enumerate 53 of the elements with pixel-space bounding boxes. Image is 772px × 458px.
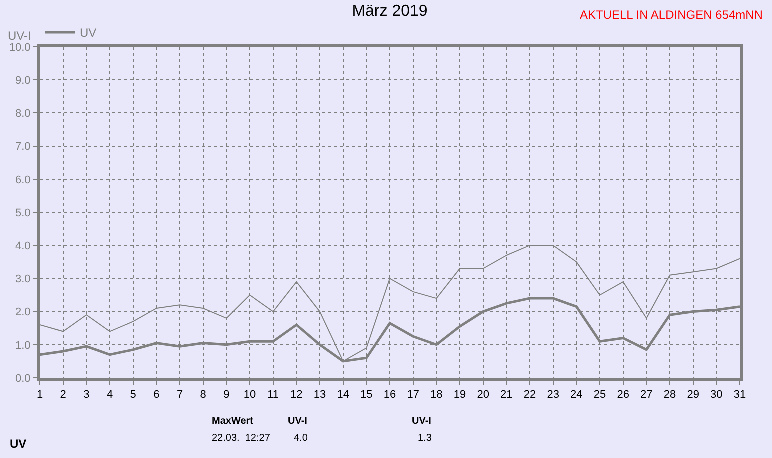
x-tick-label: 15 [360, 389, 373, 402]
text: UV [10, 437, 27, 451]
text: 22.03. 12:27 [212, 433, 271, 444]
y-tick-label: 8.0 [16, 108, 31, 120]
text: UV-I [288, 416, 308, 427]
x-tick-label: 3 [84, 389, 90, 402]
x-tick-label: 10 [244, 389, 256, 402]
x-tick-label: 4 [106, 389, 114, 402]
x-tick-label: 24 [570, 389, 583, 402]
text: MaxWert [212, 416, 254, 427]
x-tick-label: 25 [594, 389, 606, 402]
x-tick-label: 16 [384, 389, 396, 402]
x-tick-label: 23 [547, 389, 560, 402]
x-tick-label: 1 [36, 389, 44, 402]
x-tick-label: 11 [268, 389, 280, 402]
y-tick-label: 4.0 [16, 240, 31, 252]
text: 4.0 [294, 433, 308, 444]
x-tick-label: 5 [130, 389, 136, 402]
y-tick-label: 9.0 [16, 74, 31, 87]
x-tick-label: 6 [154, 389, 160, 402]
x-tick-label: 21 [500, 389, 513, 402]
x-tick-label: 31 [734, 389, 746, 402]
x-tick-label: 20 [477, 389, 490, 402]
chart-title: März 2019 [352, 2, 428, 20]
x-tick-label: 30 [710, 389, 723, 402]
text: AKTUELL IN ALDINGEN 654mNN [580, 8, 763, 22]
y-tick-label: 1.0 [16, 340, 31, 352]
x-tick-label: 9 [224, 389, 230, 402]
x-tick-label: 12 [290, 389, 303, 402]
x-tick-label: 14 [337, 389, 350, 402]
y-tick-label: 5.0 [16, 207, 31, 220]
legend-label: UV [80, 26, 97, 40]
y-tick-label: 10.0 [9, 42, 31, 54]
x-tick-label: 18 [430, 389, 443, 402]
x-tick-label: 22 [524, 389, 536, 402]
x-tick-label: 29 [687, 389, 700, 402]
x-tick-label: 17 [407, 389, 420, 402]
y-tick-label: 7.0 [16, 141, 31, 154]
text: 1.3 [418, 433, 432, 444]
x-tick-label: 8 [200, 389, 206, 402]
x-tick-label: 28 [664, 389, 676, 402]
y-tick-label: 0.0 [16, 372, 31, 385]
x-tick-label: 19 [454, 389, 466, 402]
y-tick-label: 6.0 [16, 174, 31, 186]
y-tick-label: 3.0 [16, 274, 31, 286]
text: UV-I [412, 416, 432, 427]
x-tick-label: 27 [640, 389, 653, 402]
y-tick-label: 2.0 [16, 306, 31, 319]
x-tick-label: 2 [60, 389, 66, 402]
y-axis-title: UV-I [8, 29, 32, 43]
x-tick-label: 26 [617, 389, 630, 402]
x-tick-label: 13 [314, 389, 326, 402]
x-tick-label: 7 [176, 389, 184, 402]
